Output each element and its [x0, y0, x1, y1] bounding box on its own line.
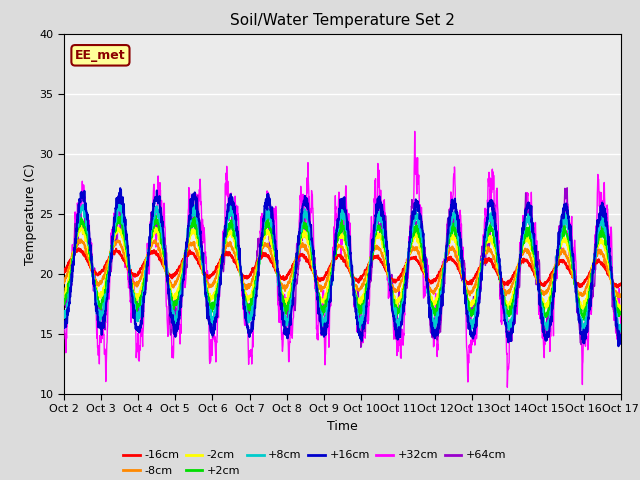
+32cm	[216, 287, 223, 293]
-8cm	[584, 281, 591, 287]
+2cm	[359, 307, 367, 313]
+64cm	[357, 345, 365, 350]
+64cm	[60, 302, 68, 308]
+2cm	[580, 317, 588, 323]
+16cm	[116, 185, 124, 191]
-2cm	[216, 265, 223, 271]
+16cm	[614, 343, 622, 349]
-2cm	[504, 305, 512, 311]
+2cm	[584, 301, 591, 307]
+16cm	[584, 329, 591, 335]
+8cm	[504, 322, 512, 328]
+2cm	[504, 312, 512, 317]
Legend: -16cm, -8cm, -2cm, +2cm, +8cm, +16cm, +32cm, +64cm: -16cm, -8cm, -2cm, +2cm, +8cm, +16cm, +3…	[118, 446, 511, 480]
+16cm	[371, 221, 379, 227]
Line: +16cm: +16cm	[64, 188, 621, 346]
+8cm	[60, 312, 68, 318]
+32cm	[358, 319, 366, 324]
Line: +32cm: +32cm	[64, 132, 621, 387]
-8cm	[614, 294, 622, 300]
+8cm	[227, 200, 235, 205]
-8cm	[60, 280, 68, 286]
-16cm	[568, 271, 575, 276]
-8cm	[617, 291, 625, 297]
-2cm	[584, 292, 591, 298]
+16cm	[617, 333, 625, 339]
+2cm	[216, 273, 223, 279]
+8cm	[584, 315, 591, 321]
-16cm	[584, 274, 591, 280]
+8cm	[359, 318, 367, 324]
+8cm	[568, 250, 575, 255]
-16cm	[60, 270, 68, 276]
+32cm	[584, 336, 591, 342]
-8cm	[568, 271, 575, 276]
Y-axis label: Temperature (C): Temperature (C)	[24, 163, 36, 264]
+2cm	[617, 311, 625, 317]
+32cm	[371, 200, 378, 205]
+64cm	[563, 185, 571, 191]
+32cm	[411, 129, 419, 134]
+2cm	[371, 233, 379, 239]
-8cm	[371, 245, 379, 251]
-2cm	[371, 239, 379, 244]
+32cm	[505, 366, 513, 372]
+32cm	[617, 324, 625, 329]
-2cm	[60, 294, 68, 300]
Line: -8cm: -8cm	[64, 240, 621, 297]
+16cm	[504, 339, 512, 345]
-2cm	[359, 296, 367, 302]
+64cm	[568, 264, 576, 269]
+8cm	[617, 325, 625, 331]
+16cm	[359, 322, 367, 327]
Line: -2cm: -2cm	[64, 226, 621, 311]
-8cm	[504, 288, 512, 294]
+64cm	[359, 325, 367, 331]
-16cm	[216, 260, 223, 266]
+64cm	[216, 284, 223, 290]
-2cm	[77, 223, 85, 228]
+8cm	[616, 329, 624, 335]
Title: Soil/Water Temperature Set 2: Soil/Water Temperature Set 2	[230, 13, 455, 28]
-16cm	[617, 281, 625, 287]
+16cm	[60, 325, 68, 331]
-2cm	[617, 308, 625, 314]
Line: +2cm: +2cm	[64, 216, 621, 320]
Line: +8cm: +8cm	[64, 203, 621, 332]
+32cm	[504, 384, 511, 390]
-16cm	[614, 285, 622, 290]
-16cm	[504, 282, 512, 288]
+32cm	[568, 227, 576, 233]
-8cm	[359, 283, 367, 289]
+2cm	[568, 258, 575, 264]
+8cm	[216, 278, 223, 284]
-8cm	[77, 237, 85, 242]
+64cm	[617, 336, 625, 342]
-8cm	[216, 263, 223, 268]
+64cm	[371, 229, 379, 235]
+8cm	[371, 226, 379, 232]
+64cm	[504, 319, 512, 324]
-16cm	[371, 255, 379, 261]
Text: EE_met: EE_met	[75, 49, 126, 62]
+2cm	[60, 300, 68, 305]
+16cm	[216, 284, 223, 289]
-16cm	[359, 273, 367, 279]
+2cm	[152, 213, 159, 219]
-2cm	[568, 262, 575, 268]
Line: +64cm: +64cm	[64, 188, 621, 348]
+64cm	[584, 306, 591, 312]
Line: -16cm: -16cm	[64, 248, 621, 288]
X-axis label: Time: Time	[327, 420, 358, 432]
+32cm	[60, 321, 68, 326]
+16cm	[568, 247, 575, 252]
-16cm	[75, 245, 83, 251]
